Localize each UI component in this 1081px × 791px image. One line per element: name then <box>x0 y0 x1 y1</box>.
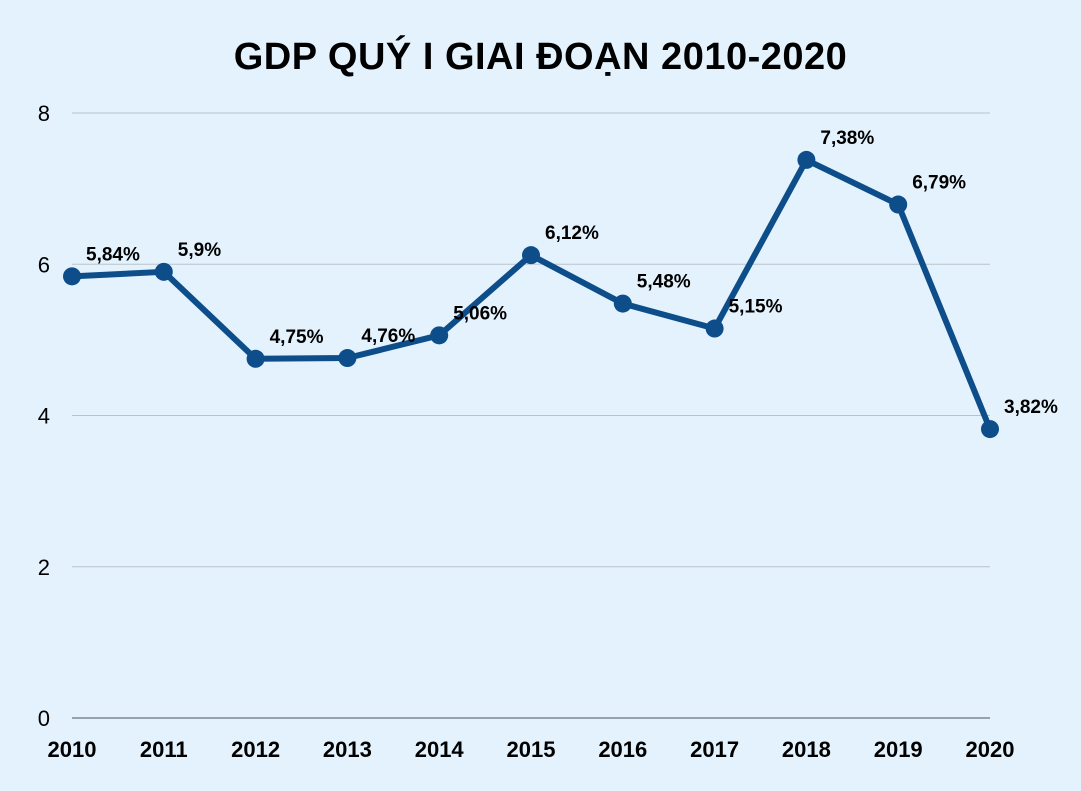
x-tick-label-2016: 2016 <box>598 737 647 762</box>
y-tick-label-4: 4 <box>38 404 50 429</box>
x-tick-label-2017: 2017 <box>690 737 739 762</box>
data-label-2011: 5,9% <box>178 240 221 261</box>
data-label-2012: 4,75% <box>270 327 324 348</box>
data-point-2011 <box>154 262 173 281</box>
data-point-2019 <box>889 195 908 214</box>
x-tick-label-2012: 2012 <box>231 737 280 762</box>
data-label-2013: 4,76% <box>361 326 415 347</box>
data-label-2014: 5,06% <box>453 303 507 324</box>
data-point-2010 <box>63 267 81 286</box>
data-label-2016: 5,48% <box>637 272 691 293</box>
x-tick-label-2018: 2018 <box>782 737 831 762</box>
x-tick-label-2011: 2011 <box>140 737 188 762</box>
series-line-0 <box>69 156 993 433</box>
x-tick-label-2015: 2015 <box>507 737 556 762</box>
data-label-2019: 6,79% <box>912 173 966 194</box>
data-label-2017: 5,15% <box>729 297 783 318</box>
y-tick-label-8: 8 <box>38 101 50 126</box>
x-tick-label-2010: 2010 <box>48 737 97 762</box>
data-point-2014 <box>430 326 449 345</box>
data-point-2016 <box>613 294 632 313</box>
x-tick-label-2013: 2013 <box>323 737 372 762</box>
data-point-2017 <box>705 319 724 338</box>
chart-title: GDP QUÝ I GIAI ĐOẠN 2010-2020 <box>233 36 848 78</box>
data-label-2010: 5,84% <box>86 244 140 265</box>
x-tick-label-2014: 2014 <box>415 737 465 762</box>
x-tick-label-2019: 2019 <box>874 737 923 762</box>
data-point-2018 <box>797 150 816 169</box>
x-tick-label-2020: 2020 <box>966 737 1015 762</box>
y-tick-label-2: 2 <box>38 555 50 580</box>
y-tick-label-6: 6 <box>38 252 50 277</box>
data-point-2020 <box>981 420 999 439</box>
y-tick-label-0: 0 <box>38 706 50 731</box>
data-point-2013 <box>338 349 357 368</box>
data-label-2015: 6,12% <box>545 223 599 244</box>
data-label-2018: 7,38% <box>820 128 874 149</box>
data-point-2012 <box>246 349 265 368</box>
data-point-2015 <box>522 246 540 265</box>
data-label-2020: 3,82% <box>1004 397 1058 418</box>
